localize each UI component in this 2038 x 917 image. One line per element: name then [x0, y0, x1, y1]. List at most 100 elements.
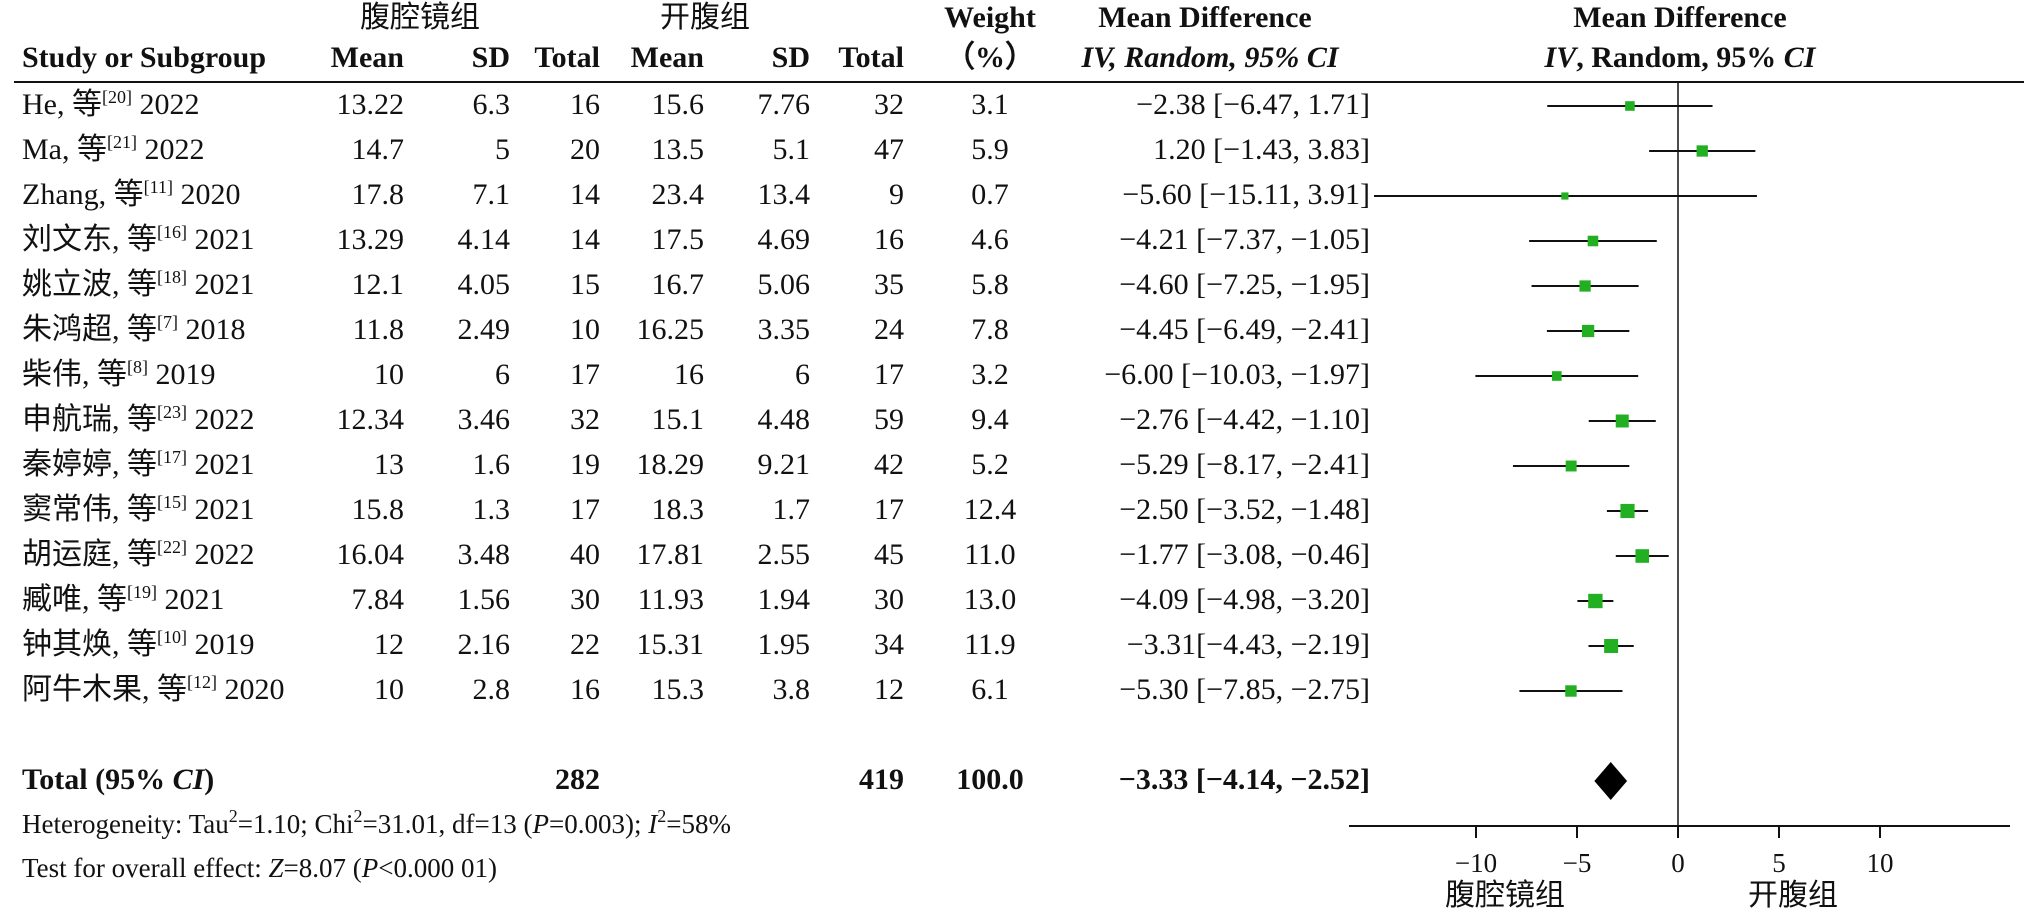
ctl-mean: 15.6 — [651, 88, 705, 121]
header-md-rest: , Random, 95% — [1109, 41, 1307, 74]
header-plot-method: IV, Random, 95% CI — [1530, 40, 1830, 76]
ctl-sd: 3.8 — [772, 673, 811, 706]
header-ctl-sd: SD — [771, 41, 810, 74]
ctl-sd: 5.1 — [772, 133, 811, 166]
exp-total: 40 — [570, 538, 600, 571]
het-p3: =31.01, df=13 ( — [362, 809, 533, 839]
ctl-total: 16 — [874, 223, 904, 256]
ctl-mean: 16.25 — [636, 313, 705, 346]
exp-total: 15 — [570, 268, 600, 301]
ctl-sd: 13.4 — [757, 178, 811, 211]
ctl-total: 12 — [874, 673, 904, 706]
exp-sd: 1.6 — [472, 448, 511, 481]
exp-mean: 13.29 — [336, 223, 405, 256]
study-year: 2018 — [185, 313, 246, 346]
study-ref: [11] — [143, 177, 173, 197]
header-group-control: 开腹组 — [660, 1, 750, 34]
het-p1: Heterogeneity: Tau — [22, 809, 229, 839]
weight: 11.9 — [964, 628, 1016, 661]
effect-marker — [1696, 145, 1708, 157]
x-tick-label: 10 — [1867, 848, 1894, 878]
exp-mean: 15.8 — [351, 493, 405, 526]
exp-total: 16 — [570, 673, 600, 706]
effect-marker — [1565, 685, 1577, 697]
exp-sd: 4.05 — [457, 268, 511, 301]
ctl-mean: 16.7 — [651, 268, 705, 301]
exp-mean: 17.8 — [351, 178, 405, 211]
exp-sd: 7.1 — [472, 178, 511, 211]
study-label: Ma, 等[21] 2022 — [22, 132, 205, 168]
study-ref: [7] — [157, 312, 178, 332]
study-ref: [19] — [127, 582, 157, 602]
header-weight: Weight — [944, 1, 1036, 34]
x-tick-label: 5 — [1772, 848, 1786, 878]
pooled-diamond — [1594, 762, 1628, 800]
study-author: 臧唯, 等 — [22, 583, 127, 616]
exp-sd: 6.3 — [472, 88, 511, 121]
het-p7: =58% — [666, 809, 731, 839]
ctl-total: 17 — [874, 493, 904, 526]
weight: 5.8 — [971, 268, 1009, 301]
ctl-total: 24 — [874, 313, 904, 346]
header-plot-ci: CI — [1783, 41, 1816, 74]
ctl-mean: 17.5 — [651, 223, 705, 256]
study-ref: [18] — [157, 267, 187, 287]
header-md-ci: CI — [1306, 41, 1339, 74]
effect-marker — [1635, 549, 1650, 563]
exp-total: 20 — [570, 133, 600, 166]
favours-left-label: 腹腔镜组 — [1445, 879, 1565, 912]
md-ci-text: −6.00 [−10.03, −1.97] — [1104, 358, 1370, 391]
study-year: 2021 — [164, 583, 225, 616]
header-ctl-mean: Mean — [630, 41, 704, 74]
ov-p1: Test for overall effect: — [22, 853, 269, 883]
total-label-ci: CI — [172, 763, 205, 796]
md-ci-text: −4.45 [−6.49, −2.41] — [1119, 313, 1370, 346]
ctl-mean: 11.93 — [637, 583, 704, 616]
effect-marker — [1551, 371, 1562, 381]
study-author: 窦常伟, 等 — [22, 493, 157, 526]
study-year: 2020 — [180, 178, 241, 211]
exp-total: 19 — [570, 448, 600, 481]
x-tick-label: 0 — [1671, 848, 1685, 878]
study-ref: [16] — [157, 222, 187, 242]
study-author: 柴伟, 等 — [22, 358, 127, 391]
ctl-mean: 15.31 — [636, 628, 705, 661]
total-label-a: Total (95% — [22, 763, 173, 796]
study-year: 2019 — [194, 628, 255, 661]
study-label: 柴伟, 等[8] 2019 — [22, 357, 216, 393]
exp-mean: 16.04 — [336, 538, 405, 571]
total-ctl: 419 — [859, 763, 904, 796]
study-author: 朱鸿超, 等 — [22, 313, 157, 346]
effect-marker — [1587, 235, 1599, 247]
ctl-sd: 2.55 — [757, 538, 811, 571]
study-author: 申航瑞, 等 — [22, 403, 157, 436]
ctl-sd: 9.21 — [757, 448, 811, 481]
study-label: 阿牛木果, 等[12] 2020 — [22, 672, 285, 708]
effect-marker — [1625, 101, 1635, 111]
effect-marker — [1604, 639, 1619, 653]
favours-right-label: 开腹组 — [1748, 879, 1838, 912]
study-author: 秦婷婷, 等 — [22, 448, 157, 481]
study-label: 窦常伟, 等[15] 2021 — [22, 492, 255, 528]
ctl-total: 42 — [874, 448, 904, 481]
x-tick-label: −10 — [1455, 848, 1497, 878]
study-author: Zhang, 等 — [22, 178, 144, 211]
ov-p4: P — [361, 853, 379, 883]
header-exp-mean: Mean — [330, 41, 404, 74]
md-ci-text: −5.30 [−7.85, −2.75] — [1119, 673, 1370, 706]
het-p5: =0.003); — [548, 809, 649, 839]
header-group-experimental: 腹腔镜组 — [360, 1, 480, 34]
weight: 0.7 — [971, 178, 1009, 211]
effect-marker — [1581, 324, 1595, 338]
exp-sd: 2.49 — [457, 313, 511, 346]
study-author: He, 等 — [22, 88, 102, 121]
exp-total: 14 — [570, 178, 600, 211]
ov-p3: =8.07 ( — [283, 853, 362, 883]
exp-total: 17 — [570, 493, 600, 526]
ctl-sd: 6 — [795, 358, 810, 391]
overall-effect-text: Test for overall effect: Z=8.07 (P<0.000… — [22, 850, 497, 886]
ctl-total: 34 — [874, 628, 904, 661]
header-exp-total: Total — [534, 41, 600, 74]
exp-sd: 1.3 — [472, 493, 511, 526]
